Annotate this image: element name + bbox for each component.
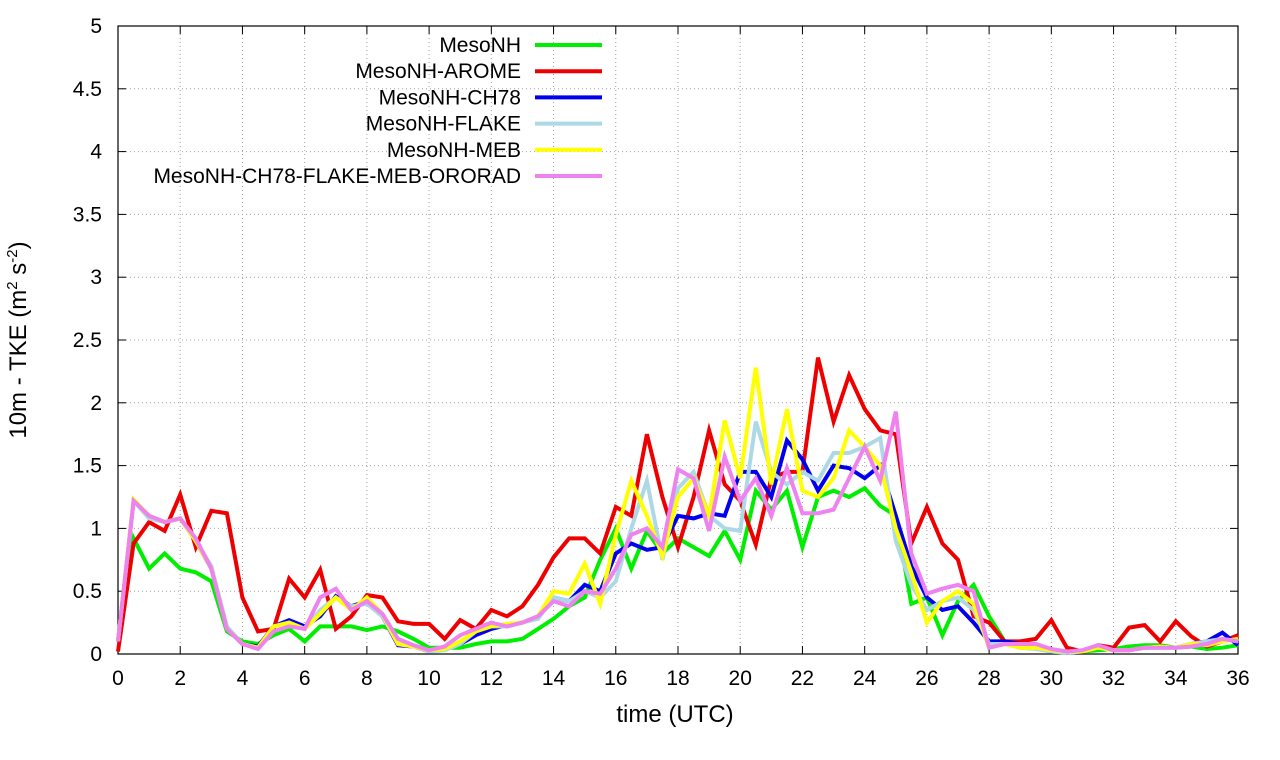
x-tick-label: 4: [237, 667, 249, 690]
grid: [118, 26, 1238, 654]
x-tick-label: 26: [915, 667, 938, 690]
y-tick-label: 0.5: [73, 580, 102, 603]
legend-label-mesonh-flake: MesoNH-FLAKE: [366, 113, 521, 136]
x-tick-label: 34: [1164, 667, 1188, 690]
x-tick-label: 18: [666, 667, 689, 690]
y-axis-label-sup2: -2: [4, 249, 21, 262]
legend-label-mesonh-ch78: MesoNH-CH78: [379, 86, 521, 109]
x-tick-label: 20: [729, 667, 752, 690]
x-tick-label: 22: [791, 667, 814, 690]
x-tick-label: 36: [1226, 667, 1249, 690]
series-line-mesonh-arome: [116, 357, 1239, 654]
series-line-mesonh-ch78-flake-meb-ororad: [116, 411, 1239, 654]
y-tick-label: 4: [90, 141, 102, 164]
x-tick-label: 24: [853, 667, 877, 690]
y-tick-label: 1.5: [73, 455, 102, 478]
y-axis-label: 10m - TKE (m2 s-2): [4, 241, 32, 438]
y-tick-label: 0: [90, 643, 102, 666]
x-tick-label: 28: [977, 667, 1000, 690]
legend: MesoNH MesoNH-AROME MesoNH-CH78 MesoNH-FLAK…: [153, 34, 602, 188]
y-tick-label: 3.5: [73, 203, 102, 226]
y-axis-label-mid: s: [5, 263, 32, 282]
x-tick-label: 12: [480, 667, 503, 690]
legend-label-mesonh: MesoNH: [439, 34, 521, 57]
legend-label-mesonh-arome: MesoNH-AROME: [355, 60, 521, 83]
x-tick-label: 6: [299, 667, 311, 690]
x-tick-label: 8: [361, 667, 373, 690]
y-tick-label: 1: [90, 517, 102, 540]
y-tick-label: 2: [90, 392, 102, 415]
y-tick-label: 4.5: [73, 78, 102, 101]
x-tick-label: 30: [1040, 667, 1063, 690]
x-tick-label: 10: [417, 667, 440, 690]
x-axis-label: time (UTC): [616, 701, 733, 728]
x-tick-label: 32: [1102, 667, 1125, 690]
x-tick-label: 2: [174, 667, 186, 690]
legend-label-mesonh-meb: MesoNH-MEB: [387, 139, 521, 162]
y-tick-label: 3: [90, 266, 102, 289]
ticks: 0 2 4 6 8 10 12 14 16 18 20 22 24 26 28 30 32 34 3600.511.…: [73, 15, 1250, 690]
y-axis-label-base: 10m - TKE (m: [5, 290, 32, 439]
x-tick-label: 16: [604, 667, 627, 690]
y-tick-label: 2.5: [73, 329, 102, 352]
y-axis-label-end: ): [5, 241, 32, 249]
series-group: [116, 357, 1240, 655]
x-tick-label: 14: [542, 667, 566, 690]
legend-label-mesonh-ch78-flake-meb-ororad: MesoNH-CH78-FLAKE-MEB-ORORAD: [153, 165, 521, 188]
y-axis-label-sup1: 2: [4, 281, 21, 289]
y-tick-label: 5: [90, 15, 102, 38]
x-tick-label: 0: [112, 667, 124, 690]
